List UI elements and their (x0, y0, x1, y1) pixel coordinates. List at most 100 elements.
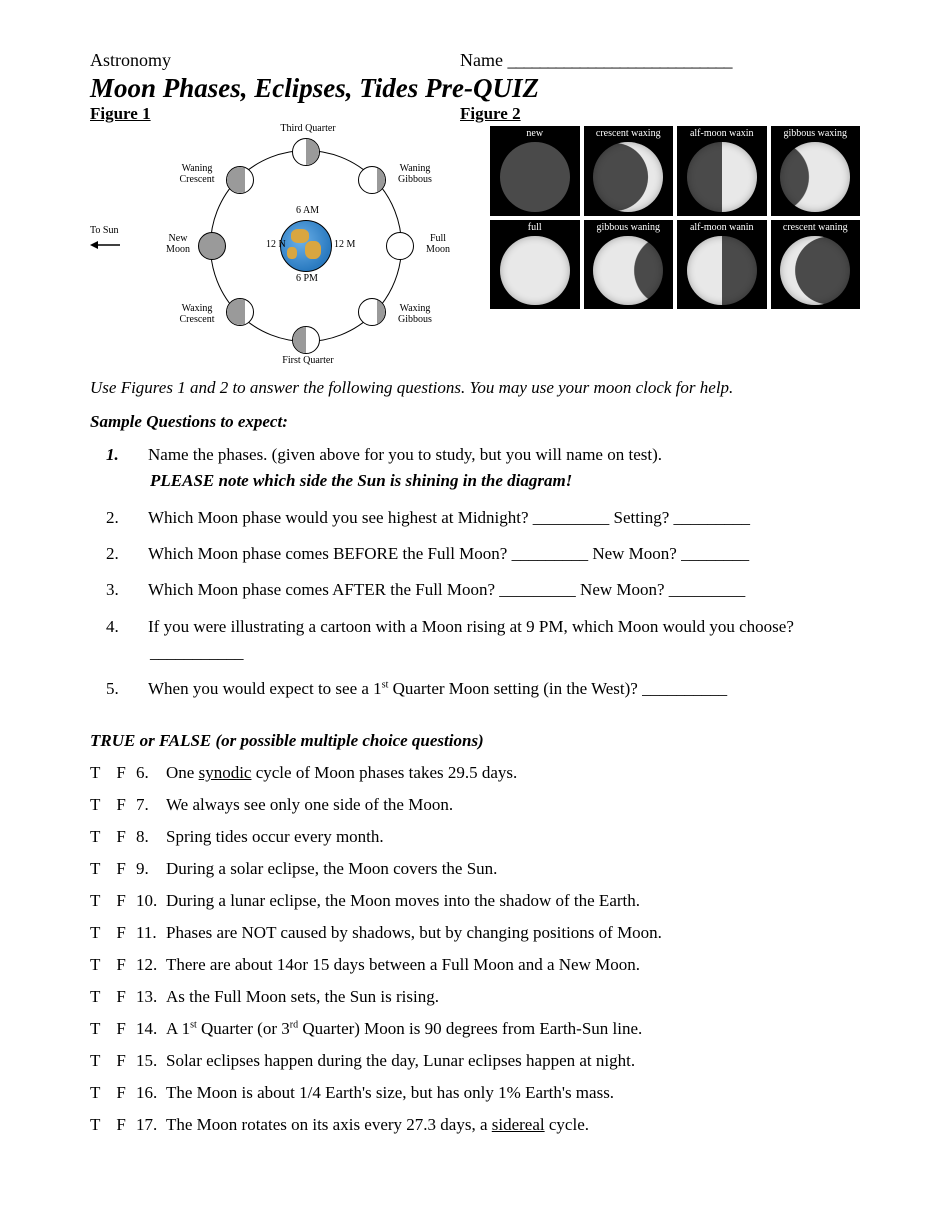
tf-text: Solar eclipses happen during the day, Lu… (166, 1051, 635, 1070)
phase-cell: crescent waxing (584, 126, 674, 216)
tf-number: 8. (136, 827, 166, 847)
tf-choice[interactable]: T F (90, 1115, 136, 1135)
instruction-text: Use Figures 1 and 2 to answer the follow… (90, 378, 860, 398)
tf-number: 17. (136, 1115, 166, 1135)
page-title: Moon Phases, Eclipses, Tides Pre-QUIZ (90, 73, 860, 104)
phase-cell: crescent waning (771, 220, 861, 310)
tf-number: 14. (136, 1019, 166, 1039)
figure-1-label: Figure 1 (90, 104, 460, 124)
tf-text: The Moon rotates on its axis every 27.3 … (166, 1115, 589, 1134)
to-sun-label: To Sun (90, 240, 120, 253)
phase-full (386, 232, 414, 260)
time-6pm: 6 PM (296, 274, 318, 285)
tf-choice[interactable]: T F (90, 1051, 136, 1071)
tf-row: T F13.As the Full Moon sets, the Sun is … (90, 987, 860, 1007)
tf-row: T F17.The Moon rotates on its axis every… (90, 1115, 860, 1135)
tf-number: 13. (136, 987, 166, 1007)
time-12m: 12 M (334, 240, 355, 251)
earth-icon (280, 220, 332, 272)
moon-icon (500, 236, 570, 306)
tf-choice[interactable]: T F (90, 955, 136, 975)
tf-row: T F12.There are about 14or 15 days betwe… (90, 955, 860, 975)
sample-questions: 1.Name the phases. (given above for you … (90, 442, 860, 703)
tf-row: T F6.One synodic cycle of Moon phases ta… (90, 763, 860, 783)
time-6am: 6 AM (296, 206, 319, 217)
question-4: 4.If you were illustrating a cartoon wit… (128, 614, 860, 667)
tf-row: T F14.A 1st Quarter (or 3rd Quarter) Moo… (90, 1019, 860, 1039)
tf-choice[interactable]: T F (90, 859, 136, 879)
sample-questions-head: Sample Questions to expect: (90, 412, 860, 432)
tf-text: There are about 14or 15 days between a F… (166, 955, 640, 974)
phase-first-quarter (292, 326, 320, 354)
phase-waxing-crescent (226, 298, 254, 326)
tf-choice[interactable]: T F (90, 1019, 136, 1039)
tf-number: 10. (136, 891, 166, 911)
tf-choice[interactable]: T F (90, 827, 136, 847)
tf-number: 9. (136, 859, 166, 879)
phase-label: gibbous waxing (783, 128, 847, 140)
phase-label: crescent waxing (596, 128, 661, 140)
tf-number: 6. (136, 763, 166, 783)
tf-text: Phases are NOT caused by shadows, but by… (166, 923, 662, 942)
phase-cell: new (490, 126, 580, 216)
tf-text: Spring tides occur every month. (166, 827, 384, 846)
moon-icon (593, 142, 663, 212)
moon-icon (687, 236, 757, 306)
tf-text: The Moon is about 1/4 Earth's size, but … (166, 1083, 614, 1102)
header: Astronomy Name _________________________… (90, 50, 860, 71)
tf-row: T F10.During a lunar eclipse, the Moon m… (90, 891, 860, 911)
phase-label: crescent waning (783, 222, 848, 234)
tf-row: T F7.We always see only one side of the … (90, 795, 860, 815)
tf-choice[interactable]: T F (90, 923, 136, 943)
tf-text: During a lunar eclipse, the Moon moves i… (166, 891, 640, 910)
name-blank[interactable]: ____________________________ (507, 50, 731, 70)
figure-1-diagram: To Sun 6 AM 12 M 6 PM 12 N Third Quarter (90, 126, 480, 374)
name-label: Name (460, 50, 503, 70)
phase-waning-crescent (226, 166, 254, 194)
moon-icon (780, 236, 850, 306)
figure-2-grid: new crescent waxing alf-moon waxin gibbous … (490, 126, 860, 374)
subject-label: Astronomy (90, 50, 171, 70)
moon-icon (687, 142, 757, 212)
question-3: 3.Which Moon phase comes AFTER the Full … (128, 577, 860, 603)
time-12n: 12 N (266, 240, 286, 251)
phase-cell: alf-moon wanin (677, 220, 767, 310)
moon-icon (593, 236, 663, 306)
tf-choice[interactable]: T F (90, 891, 136, 911)
phase-waxing-gibbous (358, 298, 386, 326)
phase-third-quarter (292, 138, 320, 166)
tf-text: During a solar eclipse, the Moon covers … (166, 859, 497, 878)
phase-waning-gibbous (358, 166, 386, 194)
tf-row: T F8.Spring tides occur every month. (90, 827, 860, 847)
tf-row: T F9.During a solar eclipse, the Moon co… (90, 859, 860, 879)
tf-text: One synodic cycle of Moon phases takes 2… (166, 763, 517, 782)
tf-choice[interactable]: T F (90, 795, 136, 815)
tf-number: 15. (136, 1051, 166, 1071)
question-1: 1.Name the phases. (given above for you … (128, 442, 860, 495)
tf-row: T F15.Solar eclipses happen during the d… (90, 1051, 860, 1071)
true-false-list: T F6.One synodic cycle of Moon phases ta… (90, 763, 860, 1135)
true-false-head: TRUE or FALSE (or possible multiple choi… (90, 731, 860, 751)
tf-number: 11. (136, 923, 166, 943)
tf-choice[interactable]: T F (90, 987, 136, 1007)
figure-2-label: Figure 2 (460, 104, 521, 124)
tf-choice[interactable]: T F (90, 1083, 136, 1103)
phase-cell: full (490, 220, 580, 310)
tf-text: We always see only one side of the Moon. (166, 795, 453, 814)
phase-cell: alf-moon waxin (677, 126, 767, 216)
tf-text: A 1st Quarter (or 3rd Quarter) Moon is 9… (166, 1019, 642, 1038)
tf-number: 12. (136, 955, 166, 975)
tf-text: As the Full Moon sets, the Sun is rising… (166, 987, 439, 1006)
phase-cell: gibbous waning (584, 220, 674, 310)
phase-new (198, 232, 226, 260)
phase-label: gibbous waning (596, 222, 660, 234)
phase-label: alf-moon waxin (690, 128, 754, 140)
phase-cell: gibbous waxing (771, 126, 861, 216)
tf-number: 7. (136, 795, 166, 815)
tf-choice[interactable]: T F (90, 763, 136, 783)
question-5: 5.When you would expect to see a 1st Qua… (128, 676, 860, 702)
phase-label: new (526, 128, 543, 140)
tf-row: T F11.Phases are NOT caused by shadows, … (90, 923, 860, 943)
figure-labels: Figure 1 Figure 2 (90, 104, 860, 124)
figures-row: To Sun 6 AM 12 M 6 PM 12 N Third Quarter (90, 126, 860, 374)
